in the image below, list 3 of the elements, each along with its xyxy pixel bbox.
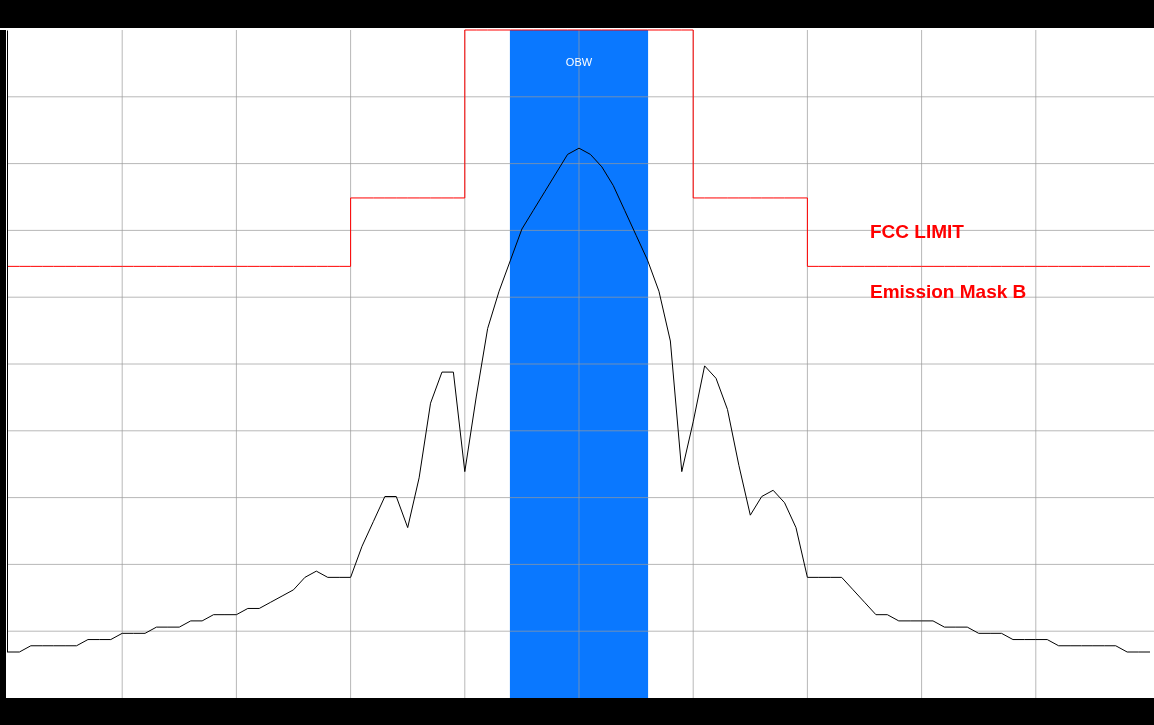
annotation: OBW [565, 56, 593, 68]
annotation: Emission Mask B [870, 281, 1027, 302]
annotation: FCC LIMIT [870, 221, 965, 242]
